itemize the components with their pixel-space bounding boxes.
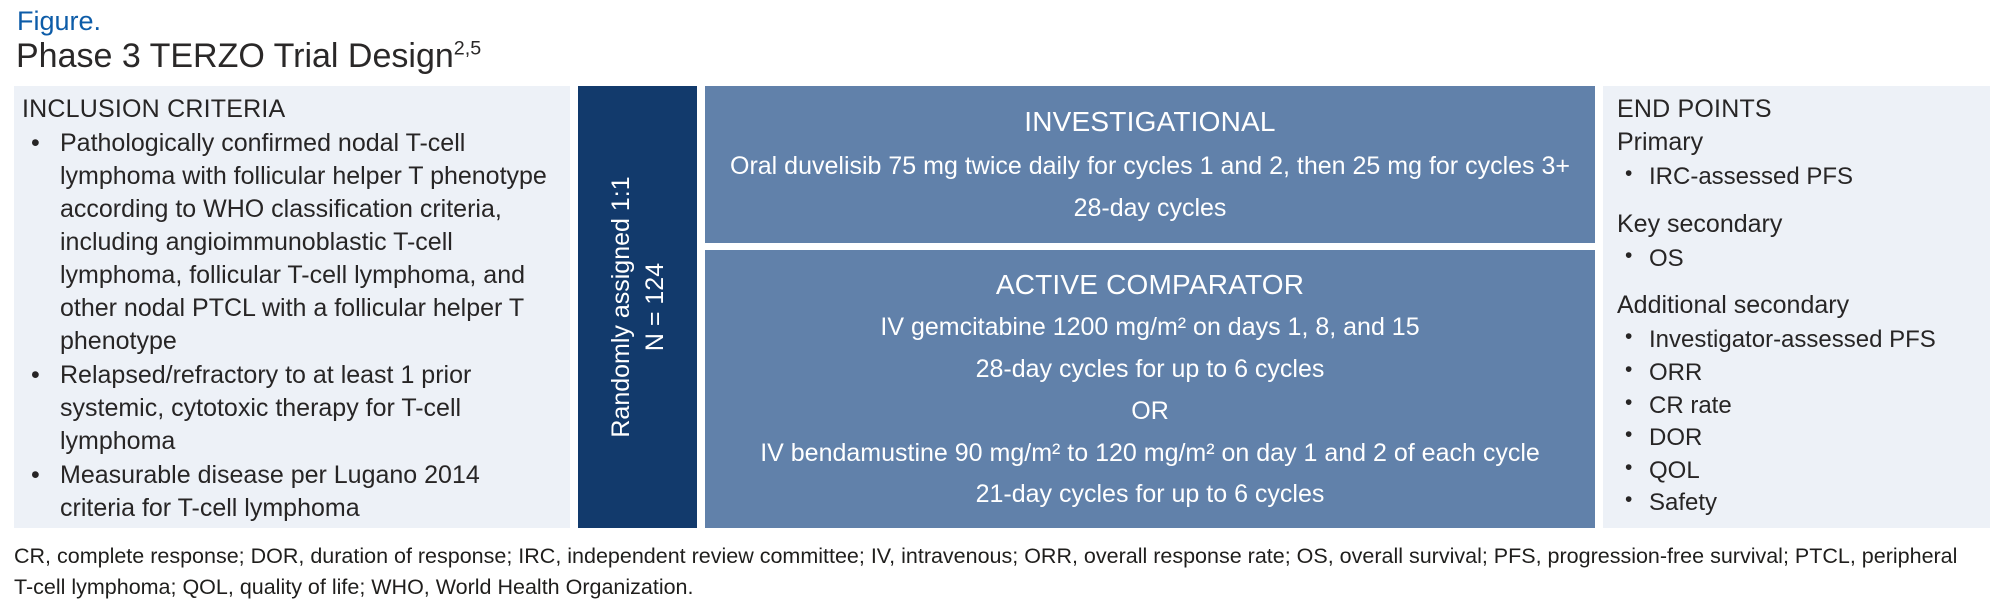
endpoint-item: Safety (1617, 486, 1980, 520)
key-secondary-endpoints-label: Key secondary (1617, 209, 1783, 238)
inclusion-item: Measurable disease per Lugano 2014 crite… (22, 459, 560, 525)
endpoint-item: OS (1617, 242, 1980, 276)
additional-secondary-endpoints-label: Additional secondary (1617, 291, 1850, 320)
figure-label: Figure. (17, 6, 102, 36)
primary-endpoints-group: Primary IRC-assessed PFS (1617, 126, 1980, 194)
comparator-gemcitabine-dosing: IV gemcitabine 1200 mg/m² on days 1, 8, … (880, 313, 1420, 342)
primary-endpoints-list: IRC-assessed PFS (1617, 160, 1980, 194)
investigational-dosing: Oral duvelisib 75 mg twice daily for cyc… (730, 151, 1570, 180)
comparator-bendamustine-dosing: IV bendamustine 90 mg/m² to 120 mg/m² on… (760, 438, 1540, 467)
endpoints-heading: END POINTS (1617, 95, 1772, 123)
endpoint-item: CR rate (1617, 389, 1980, 423)
randomization-text: Randomly assigned 1:1 N = 124 (604, 176, 672, 437)
inclusion-criteria-list: Pathologically confirmed nodal T-cell ly… (22, 127, 560, 525)
endpoint-item: QOL (1617, 454, 1980, 488)
treatment-arms: INVESTIGATIONAL Oral duvelisib 75 mg twi… (705, 86, 1595, 528)
active-comparator-arm-box: ACTIVE COMPARATOR IV gemcitabine 1200 mg… (705, 250, 1595, 528)
comparator-bendamustine-cycles: 21-day cycles for up to 6 cycles (975, 480, 1325, 509)
investigational-cycle-length: 28-day cycles (1073, 194, 1227, 223)
endpoints-panel: END POINTS Primary IRC-assessed PFS Key … (1603, 86, 1990, 528)
inclusion-criteria-panel: INCLUSION CRITERIA Pathologically confir… (14, 86, 570, 528)
endpoint-item: Investigator-assessed PFS (1617, 323, 1980, 357)
page-title-text: Phase 3 TERZO Trial Design (16, 37, 454, 75)
comparator-gemcitabine-cycles: 28-day cycles for up to 6 cycles (975, 355, 1325, 384)
key-secondary-endpoints-group: Key secondary OS (1617, 208, 1980, 276)
additional-secondary-endpoints-group: Additional secondary Investigator-assess… (1617, 289, 1980, 520)
endpoint-item: ORR (1617, 356, 1980, 390)
endpoint-item: DOR (1617, 421, 1980, 455)
randomization-bar: Randomly assigned 1:1 N = 124 (578, 86, 697, 528)
randomization-ratio: Randomly assigned 1:1 (606, 176, 635, 438)
trial-design-diagram: INCLUSION CRITERIA Pathologically confir… (14, 86, 1990, 528)
comparator-or-separator: OR (1131, 396, 1169, 425)
title-reference-superscript: 2,5 (453, 37, 482, 60)
inclusion-criteria-heading: INCLUSION CRITERIA (22, 95, 286, 123)
key-secondary-endpoints-list: OS (1617, 242, 1980, 276)
abbreviations-footnote: CR, complete response; DOR, duration of … (14, 544, 1958, 599)
page-title: Phase 3 TERZO Trial Design2,5 (16, 37, 481, 76)
randomization-n: N = 124 (640, 262, 669, 352)
additional-secondary-endpoints-list: Investigator-assessed PFS ORR CR rate DO… (1617, 323, 1980, 520)
inclusion-item: Relapsed/refractory to at least 1 prior … (22, 359, 560, 458)
comparator-arm-title: ACTIVE COMPARATOR (995, 268, 1305, 300)
inclusion-item: Pathologically confirmed nodal T-cell ly… (22, 127, 560, 358)
investigational-arm-title: INVESTIGATIONAL (1024, 105, 1276, 137)
investigational-arm-box: INVESTIGATIONAL Oral duvelisib 75 mg twi… (705, 86, 1595, 243)
primary-endpoints-label: Primary (1617, 128, 1704, 156)
endpoint-item: IRC-assessed PFS (1617, 160, 1980, 194)
